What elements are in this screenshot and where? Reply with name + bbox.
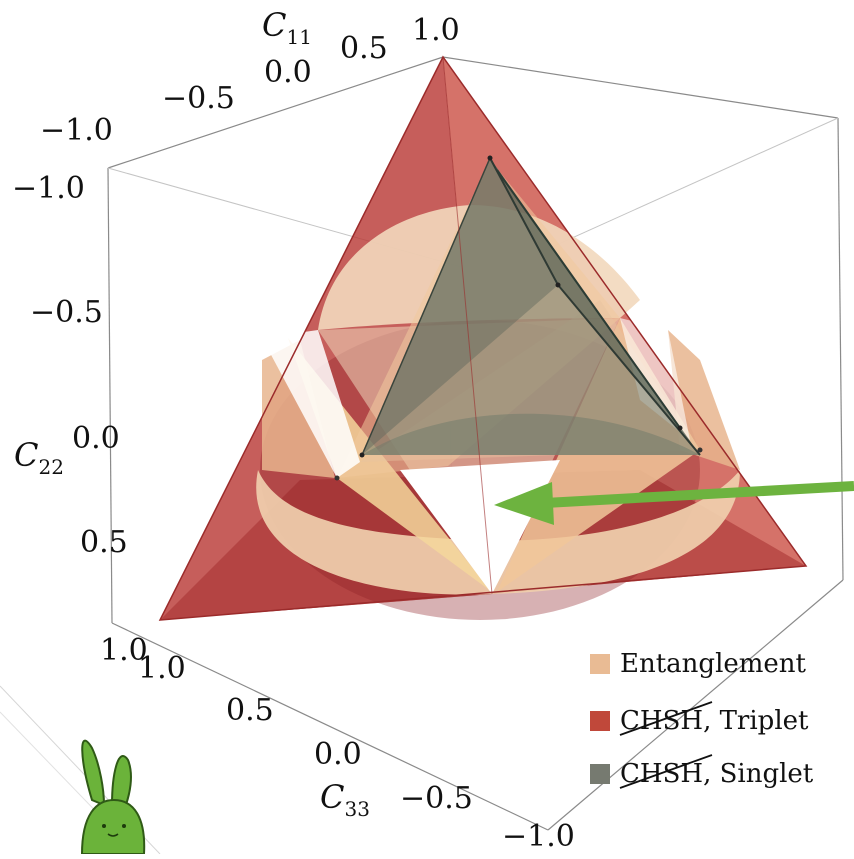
- legend-swatch: [590, 711, 610, 731]
- octa-gap-right: [620, 318, 690, 440]
- c33-tick-label: 0.0: [314, 737, 362, 772]
- legend-item-entanglement: Entanglement: [590, 649, 807, 679]
- c22-tick-label: −1.0: [12, 171, 85, 206]
- c33-ticks: 1.0 0.5 0.0 −0.5 −1.0: [138, 651, 575, 854]
- singlet-vertex: [677, 425, 683, 431]
- c22-axis-label: C22: [14, 436, 64, 479]
- legend-item-triplet: CHSH, Triplet: [590, 701, 809, 736]
- box-bottom-right-edge: [547, 579, 844, 831]
- singlet-face-front: [362, 158, 700, 455]
- singlet-vertex: [555, 282, 561, 288]
- bg-guide-line: [0, 711, 111, 827]
- legend: Entanglement CHSH, Triplet CHSH, Singlet: [590, 649, 814, 789]
- legend-item-singlet: CHSH, Singlet: [590, 754, 814, 789]
- c22-tick-label: 1.0: [100, 633, 148, 668]
- box-bottom-front-edge: [111, 622, 549, 831]
- singlet-vertex: [487, 155, 493, 161]
- octa-gap: [400, 460, 560, 594]
- c11-tick-label: −1.0: [40, 113, 113, 148]
- singlet-face-left: [362, 158, 558, 455]
- legend-label: Entanglement: [620, 649, 807, 679]
- c11-ticks: 1.0 0.5 0.0 −0.5 −1.0: [40, 13, 460, 148]
- legend-label: CHSH, Singlet: [620, 759, 814, 789]
- c11-tick-label: 0.5: [340, 31, 388, 66]
- c33-tick-label: 0.5: [226, 693, 274, 728]
- strike-line: [619, 701, 713, 736]
- green-bunny-icon: [80, 739, 146, 855]
- c33-tick-label: 1.0: [138, 651, 186, 686]
- singlet-vertex: [359, 452, 365, 458]
- singlet-edge: [361, 157, 491, 456]
- annotation-arrow: [494, 481, 854, 525]
- c11-tick-label: −0.5: [162, 81, 235, 116]
- tetra-edges: [158, 55, 808, 621]
- singlet-edge: [496, 169, 681, 429]
- box-left-edge: [107, 167, 113, 624]
- octa-vertex: [334, 475, 340, 481]
- singlet-curved-base: [362, 413, 700, 455]
- octa-vertex: [697, 447, 703, 453]
- c11-axis-label: C11: [262, 6, 312, 49]
- legend-swatch: [590, 654, 610, 674]
- c11-tick-label: 0.0: [264, 55, 312, 90]
- arrow-head: [494, 482, 554, 525]
- c33-tick-label: −0.5: [400, 781, 473, 816]
- c22-ticks: −1.0 −0.5 0.0 0.5 1.0: [12, 171, 148, 668]
- c11-tick-label: 1.0: [412, 13, 460, 48]
- c22-tick-label: 0.0: [72, 421, 120, 456]
- entanglement-lower-lobe: [256, 470, 740, 595]
- singlet-region: [334, 155, 703, 481]
- legend-swatch: [590, 764, 610, 784]
- entanglement-left-lobe: [262, 340, 335, 478]
- strike-line: [619, 754, 713, 789]
- c22-tick-label: −0.5: [30, 295, 103, 330]
- c22-tick-label: 0.5: [80, 525, 128, 560]
- box-right-edge: [837, 117, 844, 581]
- legend-label: CHSH, Triplet: [620, 706, 809, 736]
- c33-axis-label: C33: [320, 778, 370, 821]
- c33-tick-label: −1.0: [502, 819, 575, 854]
